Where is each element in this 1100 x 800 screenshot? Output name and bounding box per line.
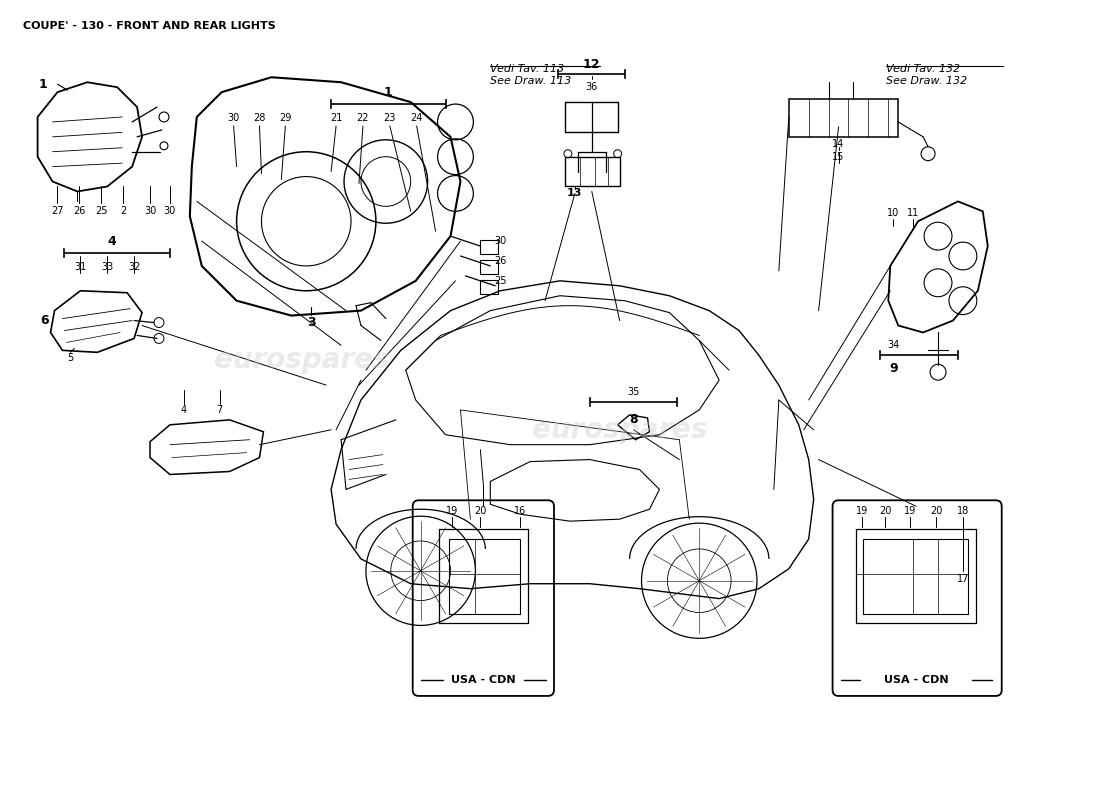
Text: 10: 10 bbox=[887, 208, 900, 218]
Text: 28: 28 bbox=[253, 113, 266, 123]
Text: 17: 17 bbox=[957, 574, 969, 584]
Text: 19: 19 bbox=[447, 506, 459, 516]
Text: 21: 21 bbox=[330, 113, 342, 123]
Text: 26: 26 bbox=[74, 206, 86, 216]
Bar bbox=[481, 260, 498, 274]
Text: eurospares: eurospares bbox=[213, 346, 389, 374]
Text: 8: 8 bbox=[629, 414, 638, 426]
Text: 36: 36 bbox=[585, 82, 598, 92]
Text: 19: 19 bbox=[856, 506, 869, 516]
Text: 1: 1 bbox=[384, 86, 393, 98]
Text: Vedi Tav. 113
See Draw. 113: Vedi Tav. 113 See Draw. 113 bbox=[491, 64, 572, 86]
Text: 34: 34 bbox=[887, 340, 900, 350]
Text: 20: 20 bbox=[474, 506, 486, 516]
Text: 1: 1 bbox=[39, 78, 47, 90]
Text: 25: 25 bbox=[95, 206, 108, 216]
Text: 32: 32 bbox=[128, 262, 141, 272]
Text: 19: 19 bbox=[904, 506, 916, 516]
Text: 20: 20 bbox=[879, 506, 891, 516]
Text: 16: 16 bbox=[514, 506, 526, 516]
Text: 12: 12 bbox=[583, 58, 601, 71]
Bar bbox=[481, 280, 498, 294]
Text: 26: 26 bbox=[494, 256, 506, 266]
Text: 30: 30 bbox=[164, 206, 176, 216]
Text: 3: 3 bbox=[307, 316, 316, 329]
Bar bbox=[449, 539, 520, 614]
Text: 23: 23 bbox=[384, 113, 396, 123]
Text: 29: 29 bbox=[279, 113, 292, 123]
Text: 13: 13 bbox=[568, 189, 583, 198]
Text: 4: 4 bbox=[108, 234, 117, 248]
Text: 30: 30 bbox=[144, 206, 156, 216]
Text: 7: 7 bbox=[217, 405, 223, 415]
Text: USA - CDN: USA - CDN bbox=[883, 675, 948, 685]
Text: 11: 11 bbox=[908, 208, 920, 218]
Text: 6: 6 bbox=[41, 314, 48, 327]
Bar bbox=[481, 240, 498, 254]
Bar bbox=[565, 157, 619, 186]
Text: 35: 35 bbox=[627, 387, 640, 397]
Text: 2: 2 bbox=[120, 206, 127, 216]
Text: 20: 20 bbox=[930, 506, 943, 516]
Text: 33: 33 bbox=[101, 262, 113, 272]
Text: USA - CDN: USA - CDN bbox=[451, 675, 516, 685]
Text: 30: 30 bbox=[494, 236, 506, 246]
Text: 22: 22 bbox=[356, 113, 370, 123]
Text: 31: 31 bbox=[75, 262, 87, 272]
Bar bbox=[864, 539, 968, 614]
Text: 5: 5 bbox=[67, 354, 74, 363]
Bar bbox=[789, 99, 899, 137]
Text: 25: 25 bbox=[494, 276, 506, 286]
Text: 4: 4 bbox=[180, 405, 187, 415]
Text: eurospares: eurospares bbox=[532, 416, 707, 444]
Text: 14: 14 bbox=[833, 138, 845, 149]
Text: 9: 9 bbox=[889, 362, 898, 374]
Text: 24: 24 bbox=[410, 113, 422, 123]
Text: 30: 30 bbox=[228, 113, 240, 123]
Text: 27: 27 bbox=[52, 206, 64, 216]
Text: COUPE' - 130 - FRONT AND REAR LIGHTS: COUPE' - 130 - FRONT AND REAR LIGHTS bbox=[23, 21, 275, 30]
Text: 15: 15 bbox=[833, 152, 845, 162]
Text: Vedi Tav. 132
See Draw. 132: Vedi Tav. 132 See Draw. 132 bbox=[887, 64, 968, 86]
Text: 18: 18 bbox=[957, 506, 969, 516]
